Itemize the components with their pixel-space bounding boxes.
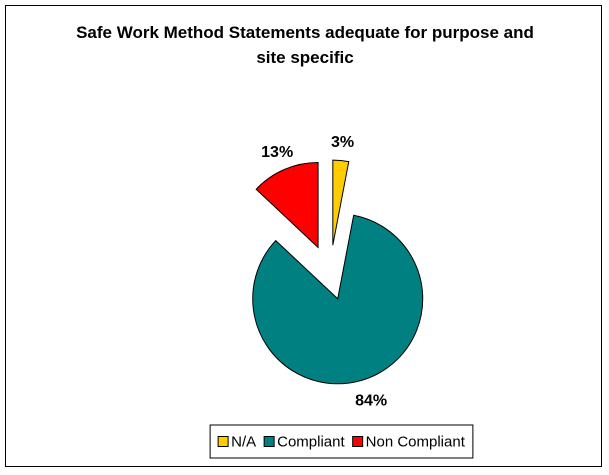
legend-swatch xyxy=(217,436,229,447)
pie-slice xyxy=(255,161,319,249)
chart-title: Safe Work Method Statements adequate for… xyxy=(76,23,534,67)
data-label: 84% xyxy=(355,393,387,410)
legend-box xyxy=(209,424,474,459)
data-label: 13% xyxy=(261,144,293,161)
legend-label: Compliant xyxy=(277,433,345,450)
pie-slice xyxy=(252,214,424,385)
legend-label: Non Compliant xyxy=(366,433,466,450)
data-label: 3% xyxy=(331,134,354,151)
legend-label: N/A xyxy=(231,433,256,450)
pie-slice xyxy=(332,159,350,246)
legend-swatch xyxy=(352,436,364,447)
legend-swatch xyxy=(263,436,275,447)
chart-frame xyxy=(5,5,602,467)
